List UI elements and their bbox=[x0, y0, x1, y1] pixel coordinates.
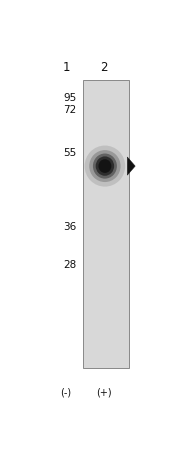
Text: 72: 72 bbox=[63, 105, 77, 115]
Ellipse shape bbox=[85, 146, 125, 187]
Ellipse shape bbox=[93, 154, 117, 179]
Text: (+): (+) bbox=[96, 387, 112, 397]
Text: 2: 2 bbox=[100, 61, 108, 73]
Text: 36: 36 bbox=[63, 221, 77, 231]
Polygon shape bbox=[127, 157, 135, 176]
Ellipse shape bbox=[89, 151, 121, 182]
Text: (-): (-) bbox=[61, 387, 72, 397]
Text: 55: 55 bbox=[63, 148, 77, 158]
Ellipse shape bbox=[98, 160, 111, 173]
Ellipse shape bbox=[96, 157, 114, 177]
Text: 95: 95 bbox=[63, 93, 77, 103]
Text: 1: 1 bbox=[62, 61, 70, 73]
Text: 28: 28 bbox=[63, 260, 77, 270]
Bar bbox=[83, 81, 129, 368]
